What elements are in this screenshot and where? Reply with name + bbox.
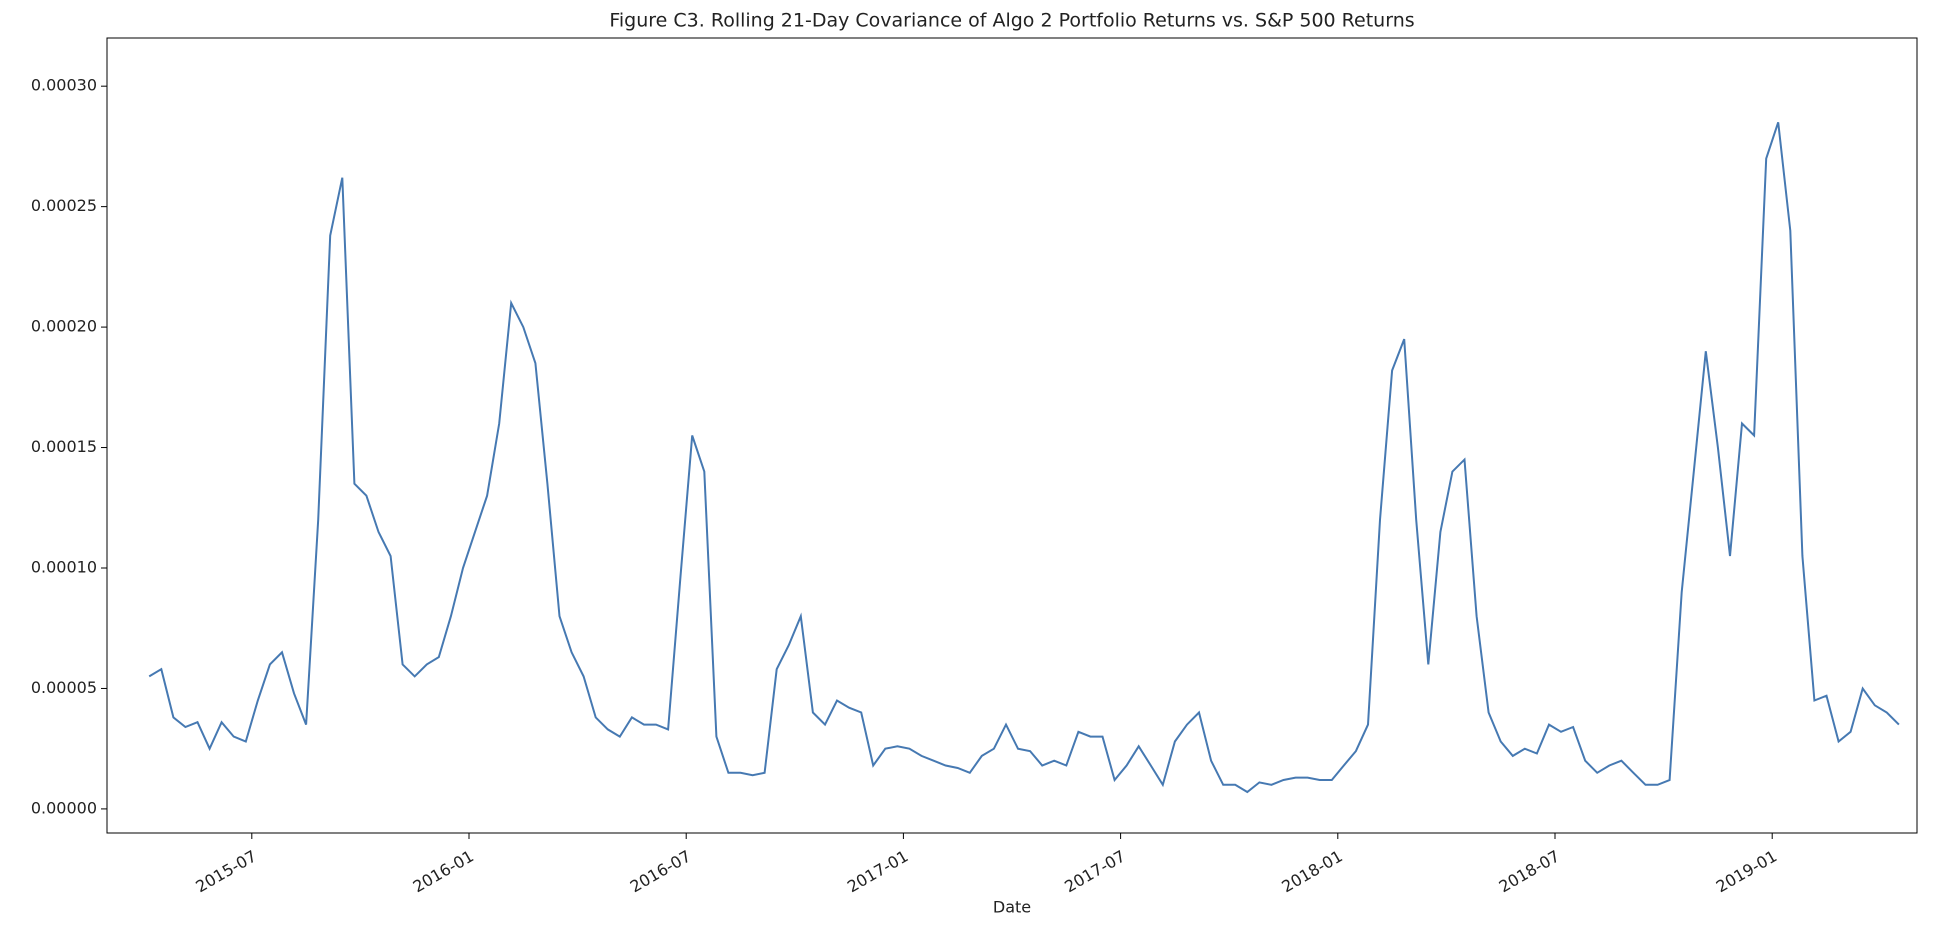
plot-frame	[106, 37, 1918, 834]
x-tick-label: 2017-01	[844, 846, 911, 896]
y-tick-label: 0.00020	[31, 317, 97, 336]
x-tick-label: 2015-07	[192, 846, 259, 896]
y-tick-label: 0.00015	[31, 437, 97, 456]
x-tick-label: 2018-01	[1278, 846, 1345, 896]
y-tick-label: 0.00025	[31, 196, 97, 215]
y-tick-label: 0.00030	[31, 76, 97, 95]
chart-title: Figure C3. Rolling 21-Day Covariance of …	[609, 10, 1414, 32]
x-axis-label: Date	[993, 898, 1031, 917]
y-tick-label: 0.00000	[31, 798, 97, 817]
x-tick-label: 2017-07	[1061, 846, 1128, 896]
x-tick-label: 2016-07	[627, 846, 694, 896]
x-tick-label: 2018-07	[1496, 846, 1563, 896]
y-tick-label: 0.00010	[31, 558, 97, 577]
x-tick-label: 2016-01	[410, 846, 477, 896]
x-tick-label: 2019-01	[1713, 846, 1780, 896]
y-tick-label: 0.00005	[31, 678, 97, 697]
data-line	[148, 121, 1900, 794]
